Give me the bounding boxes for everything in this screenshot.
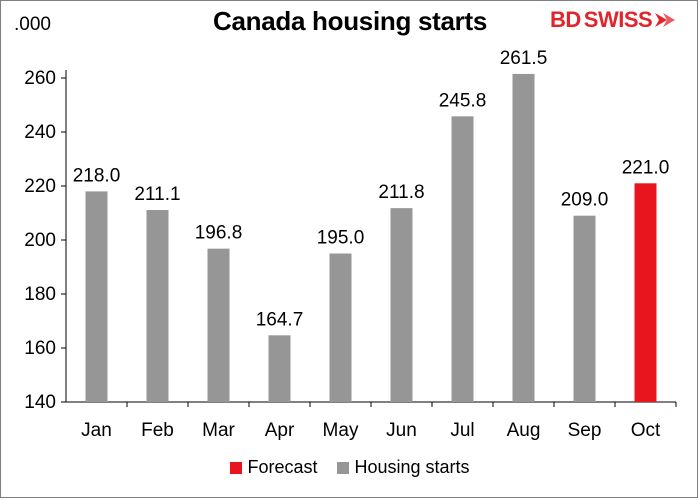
y-tick-label: 260 bbox=[24, 68, 56, 89]
logo-arrow-icon bbox=[655, 13, 676, 27]
x-tick-label: Jul bbox=[450, 420, 474, 441]
legend-item-housing-starts: Housing starts bbox=[337, 457, 470, 478]
bar-value-label: 195.0 bbox=[317, 228, 365, 249]
bar-housing-starts bbox=[85, 191, 108, 402]
x-tick-label: Jan bbox=[81, 420, 112, 441]
bar-value-label: 209.0 bbox=[561, 190, 609, 211]
bar-housing-starts bbox=[329, 253, 352, 402]
logo-text-bd: BD bbox=[550, 7, 581, 32]
chart-legend: Forecast Housing starts bbox=[0, 457, 700, 478]
y-tick-label: 180 bbox=[24, 284, 56, 305]
x-tick-label: Oct bbox=[631, 420, 661, 441]
bar-housing-starts bbox=[512, 73, 535, 402]
y-axis-unit-label: .000 bbox=[14, 14, 51, 35]
bar-housing-starts bbox=[573, 215, 596, 402]
x-tick-label: Aug bbox=[507, 420, 541, 441]
bar-value-label: 196.8 bbox=[195, 223, 243, 244]
bar-housing-starts bbox=[390, 208, 413, 402]
y-tick-label: 240 bbox=[24, 122, 56, 143]
bar-value-label: 164.7 bbox=[256, 309, 304, 330]
bar-value-label: 211.1 bbox=[134, 184, 180, 205]
chart-title: Canada housing starts bbox=[213, 6, 487, 36]
y-tick-label: 220 bbox=[24, 176, 56, 197]
y-tick-label: 160 bbox=[24, 338, 56, 359]
x-tick-label: Apr bbox=[265, 420, 295, 441]
legend-label-forecast: Forecast bbox=[247, 457, 318, 477]
x-tick-label: May bbox=[323, 420, 359, 441]
bar-housing-starts bbox=[268, 335, 291, 402]
legend-label-housing-starts: Housing starts bbox=[354, 457, 470, 477]
bar-value-label: 218.0 bbox=[73, 165, 121, 186]
y-tick-label: 140 bbox=[24, 392, 56, 413]
x-tick-label: Sep bbox=[568, 420, 602, 441]
y-tick-label: 200 bbox=[24, 230, 56, 251]
bar-value-label: 245.8 bbox=[439, 90, 487, 111]
logo-text-swiss: SWISS bbox=[583, 7, 653, 32]
legend-swatch-forecast bbox=[230, 461, 243, 474]
bar-forecast bbox=[634, 183, 657, 402]
bar-housing-starts bbox=[146, 210, 169, 402]
legend-swatch-housing-starts bbox=[337, 461, 350, 474]
x-tick-label: Jun bbox=[386, 420, 417, 441]
x-tick-label: Mar bbox=[202, 420, 235, 441]
bar-housing-starts bbox=[207, 248, 230, 402]
brand-logo: BD SWISS bbox=[550, 7, 677, 33]
legend-item-forecast: Forecast bbox=[230, 457, 317, 478]
bar-value-label: 261.5 bbox=[500, 48, 548, 69]
bar-housing-starts bbox=[451, 116, 474, 402]
bar-value-label: 221.0 bbox=[622, 157, 670, 178]
x-tick-label: Feb bbox=[141, 420, 174, 441]
bar-value-label: 211.8 bbox=[378, 182, 424, 203]
